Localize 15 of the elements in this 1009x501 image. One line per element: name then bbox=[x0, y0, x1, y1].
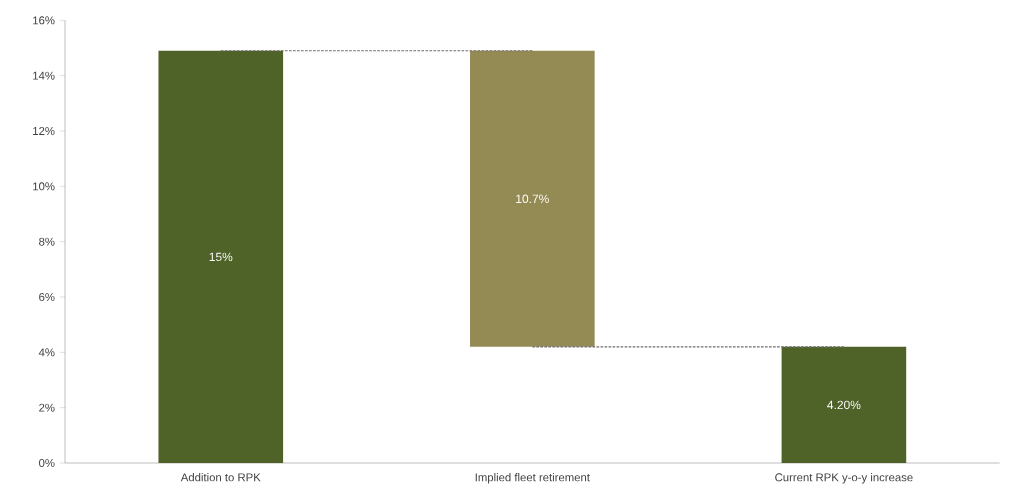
y-tick-label: 2% bbox=[39, 403, 55, 412]
data-label: 4.20% bbox=[827, 400, 861, 410]
x-tick-label: Addition to RPK bbox=[180, 473, 261, 482]
y-tick-label: 4% bbox=[38, 348, 55, 357]
y-tick-label: 8% bbox=[39, 237, 55, 246]
data-label: 15% bbox=[209, 252, 233, 262]
y-tick-label: 0% bbox=[39, 459, 55, 468]
x-tick-label: Implied fleet retirement bbox=[475, 473, 590, 484]
y-tick-label: 10% bbox=[33, 182, 55, 191]
y-tick-label: 6% bbox=[39, 293, 55, 302]
y-tick-label: 12% bbox=[33, 127, 55, 135]
x-tick-label: Current RPK y-o-y increase bbox=[775, 473, 913, 484]
y-tick-label: 14% bbox=[33, 71, 55, 80]
y-tick-label: 16% bbox=[33, 16, 55, 25]
data-label: 10.7% bbox=[516, 194, 549, 204]
